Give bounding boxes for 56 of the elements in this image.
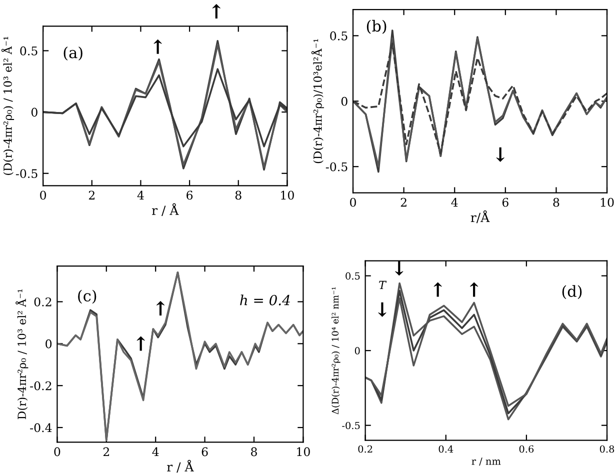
annotation: ↑: [434, 282, 442, 297]
x-tick-label: 10: [297, 447, 310, 456]
y-tick-label: -0.4: [30, 423, 52, 432]
y-tick-label: 0.5: [346, 272, 360, 280]
x-tick-label: 2: [400, 198, 406, 207]
annotation: ↑: [470, 282, 478, 297]
x-tick-label: 0.6: [519, 445, 534, 453]
x-tick-label: 2: [103, 447, 109, 456]
y-tick-label: 0: [46, 339, 52, 348]
y-tick-label: 0.2: [34, 297, 52, 306]
text: (d): [562, 285, 582, 300]
x-tick-label: 4: [451, 198, 458, 207]
x-tick-label: 6: [202, 447, 208, 456]
annotation: ↓: [496, 147, 504, 162]
y-tick-label: 0: [341, 96, 348, 106]
x-tick-label: 4: [137, 190, 144, 200]
x-axis-title: r / Å: [167, 460, 194, 473]
annotation: ↑: [156, 301, 164, 316]
y-tick-label: 0.5: [20, 46, 38, 56]
x-tick-label: 10: [281, 190, 294, 200]
annotation: ↑: [154, 39, 162, 54]
y-tick-label: -0.5: [16, 169, 38, 178]
y-tick-label: -0.2: [30, 381, 52, 390]
y-axis-title: (D(r)-4πr²ρ₀)/10³el²Å⁻¹: [311, 39, 324, 164]
y-tick-label: 0.5: [330, 31, 348, 40]
y-tick-label: 0: [31, 108, 38, 117]
x-axis-title: r / nm: [472, 458, 501, 466]
y-tick-label: -0.5: [326, 162, 348, 172]
y-axis-title: D(r)-4πr²ρ₀ / 10³ el² Å⁻¹: [16, 289, 28, 420]
text: (b): [366, 20, 386, 34]
annotation: ↓: [395, 261, 404, 276]
text: (c): [78, 290, 96, 304]
text: (a): [64, 46, 82, 60]
x-tick-label: 10: [600, 198, 614, 207]
x-tick-label: 0: [54, 447, 60, 456]
y-tick-label: 0: [354, 347, 360, 354]
y-tick-label: -0.5: [342, 422, 360, 430]
x-tick-label: 2: [88, 190, 94, 200]
x-tick-label: 4: [152, 447, 159, 456]
x-axis-title: r/Å: [470, 210, 490, 224]
y-axis-title: (D(r)-4πr²ρ₀) / 10³ el² Å⁻¹: [1, 36, 14, 175]
x-tick-label: 0.4: [438, 445, 454, 453]
x-axis-title: r / Å: [152, 203, 179, 216]
annotation: h = 0.4: [240, 294, 290, 306]
x-tick-label: 8: [235, 190, 242, 200]
annotation: ↓: [378, 302, 386, 317]
x-tick-label: 8: [251, 447, 257, 456]
x-tick-label: 6: [502, 198, 508, 207]
x-tick-label: 0.2: [358, 445, 372, 453]
annotation: T: [379, 280, 387, 290]
annotation: ↑: [136, 336, 145, 351]
x-tick-label: 0.8: [600, 445, 614, 453]
y-axis-title: Δ(D(r)-4πr²ρ₀) / 10⁴ el² nm⁻¹: [332, 287, 340, 414]
x-tick-label: 6: [186, 190, 193, 200]
text: ↑: [212, 4, 220, 18]
x-tick-label: 8: [553, 198, 560, 207]
